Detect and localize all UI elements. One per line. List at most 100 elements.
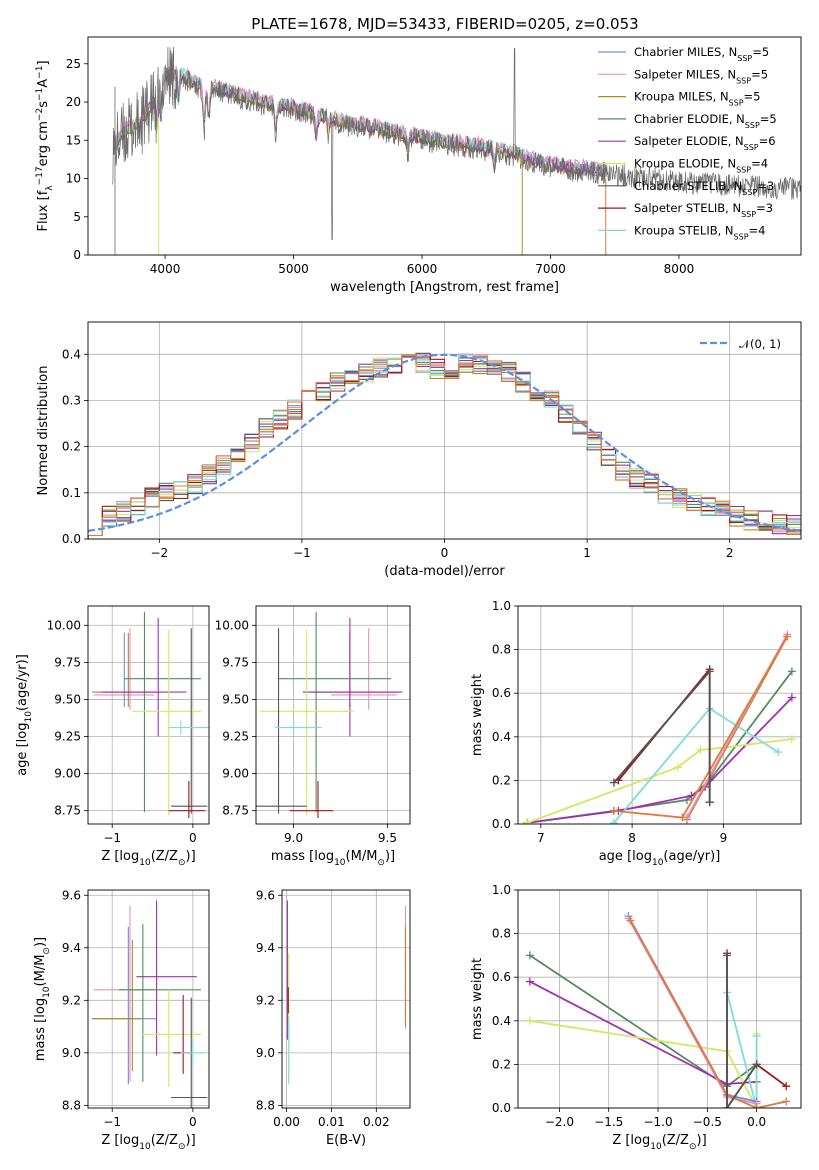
- axes-mass_vs_Z: −1 08.89.09.29.49.6Z [log10(Z/Z⊙)]mass [l…: [33, 888, 209, 1152]
- errorbar: [302, 617, 403, 737]
- x-axis-label: Z [log10(Z/Z⊙)]: [101, 849, 195, 868]
- weight-series-line: [726, 992, 758, 1108]
- y-tick-label: 9.00: [54, 767, 81, 781]
- y-tick-label: 9.25: [222, 730, 249, 744]
- y-axis-label: age [log10(age/yr)]: [15, 654, 34, 776]
- weight-series-line: [627, 917, 757, 1105]
- label-part: Z [log: [612, 1133, 650, 1148]
- y-tick-label: 9.0: [256, 1046, 275, 1060]
- x-tick-label: −2: [150, 546, 168, 560]
- errorbar: [331, 628, 397, 710]
- errorbar: [274, 720, 322, 736]
- weight-series: [609, 632, 792, 822]
- label-part: ⊙: [689, 1142, 697, 1152]
- x-tick-label: −1.0: [643, 1115, 672, 1129]
- x-tick-label: −0.5: [693, 1115, 722, 1129]
- label-part: (Z/Z: [151, 1133, 178, 1148]
- x-tick-label: 6000: [407, 262, 438, 276]
- y-tick-label: 1.0: [492, 599, 511, 613]
- label-part: 10: [139, 858, 151, 868]
- errorbar: [92, 939, 141, 1072]
- y-tick-label: 8.8: [256, 1098, 275, 1112]
- y-tick-label: 9.2: [62, 993, 81, 1007]
- y-tick-label: 0.8: [492, 643, 511, 657]
- weight-point: [626, 916, 635, 925]
- errorbars: [92, 611, 209, 819]
- label-part: SSP: [744, 143, 759, 152]
- label-part: )]: [186, 1133, 196, 1148]
- y-tick-label: 0.8: [492, 927, 511, 941]
- y-tick-label: 0.2: [62, 440, 81, 454]
- label-part: 10: [650, 1142, 662, 1152]
- weight-point: [696, 745, 705, 754]
- y-axis-label: mass [log10(M/M⊙)]: [33, 937, 52, 1061]
- label-part: mass [log: [33, 998, 48, 1061]
- y-tick-label: 1.0: [492, 883, 511, 897]
- weight-point: [525, 951, 534, 960]
- weight-point: [705, 667, 714, 676]
- x-tick-label: 9: [720, 831, 728, 845]
- errorbar: [171, 997, 208, 1108]
- histogram-step: [88, 354, 801, 539]
- legend-entry: Kroupa STELIB, NSSP=4: [634, 223, 765, 241]
- errorbar: [289, 780, 333, 819]
- x-tick-label: 0.00: [273, 1115, 300, 1129]
- x-tick-label: 4000: [150, 262, 181, 276]
- weight-point: [787, 693, 796, 702]
- y-axis-label: mass weight: [470, 958, 485, 1040]
- y-tick-label: 10.00: [215, 618, 249, 632]
- errorbar: [140, 989, 201, 1087]
- weight-series-line: [726, 955, 758, 1108]
- y-axis-label: Flux [fλ−17erg cm−2s−1A−1]: [35, 60, 55, 231]
- axes-age_vs_mass: 9.0 9.5 8.75 9.00 9.25 9.50 9.75 10.00 mass [log…: [215, 606, 410, 868]
- y-tick-label: 9.6: [256, 888, 275, 902]
- label-part: =4: [751, 157, 768, 171]
- label-part: A: [36, 79, 51, 88]
- errorbar: [92, 926, 157, 1085]
- label-part: ⊙: [42, 947, 52, 955]
- x-tick-label: 9.5: [378, 831, 397, 845]
- weight-point: [774, 748, 783, 757]
- y-tick-label: 9.00: [222, 767, 249, 781]
- label-part: Kroupa STELIB, N: [634, 223, 734, 237]
- errorbar: [96, 632, 161, 707]
- label-part: ⊙: [377, 858, 385, 868]
- y-tick-label: 0.4: [492, 730, 511, 744]
- y-tick-label: 0.0: [62, 532, 81, 546]
- label-part: =5: [751, 67, 768, 81]
- x-tick-label: 7000: [535, 262, 566, 276]
- axes-weight_vs_Z: −2.0 −1.5 −1.0 −0.5 0.0 0.0 0.2 0.4 0.6 0.8 1.0 Z […: [470, 883, 801, 1152]
- errorbar: [92, 632, 157, 707]
- weight-point: [525, 1016, 534, 1025]
- x-tick-label: −1: [103, 1115, 121, 1129]
- weight-series: [525, 977, 761, 1089]
- y-tick-label: 0.6: [492, 970, 511, 984]
- label-part: Z [log: [101, 1133, 139, 1148]
- label-part: (M/M: [33, 955, 48, 987]
- weight-series: [609, 667, 714, 807]
- label-part: (age/yr)]: [15, 654, 30, 711]
- plot-frame-mass_vs_Z: [87, 889, 210, 1109]
- errorbar: [180, 1039, 205, 1066]
- legend-entry: Salpeter MILES, NSSP=5: [634, 67, 768, 85]
- y-tick-label: 0.4: [492, 1014, 511, 1028]
- label-part: s: [36, 101, 51, 108]
- y-tick-label: 0.2: [492, 1057, 511, 1071]
- x-tick-label: 8000: [664, 262, 695, 276]
- label-part: age [log: [599, 849, 652, 864]
- label-part: (Z/Z: [662, 1133, 689, 1148]
- label-part: )]: [186, 849, 196, 864]
- errorbar: [168, 720, 209, 736]
- y-tick-label: 9.75: [222, 655, 249, 669]
- weight-point: [525, 977, 534, 986]
- y-tick-label: 8.8: [62, 1098, 81, 1112]
- label-part: 10: [652, 858, 664, 868]
- weight-point: [782, 1082, 791, 1091]
- label-part: 10: [24, 711, 34, 723]
- x-tick-label: 7: [537, 831, 545, 845]
- y-tick-label: 9.4: [256, 941, 275, 955]
- y-tick-label: 9.0: [62, 1046, 81, 1060]
- label-part: −1: [35, 88, 45, 101]
- gaussian-curve: [88, 353, 801, 532]
